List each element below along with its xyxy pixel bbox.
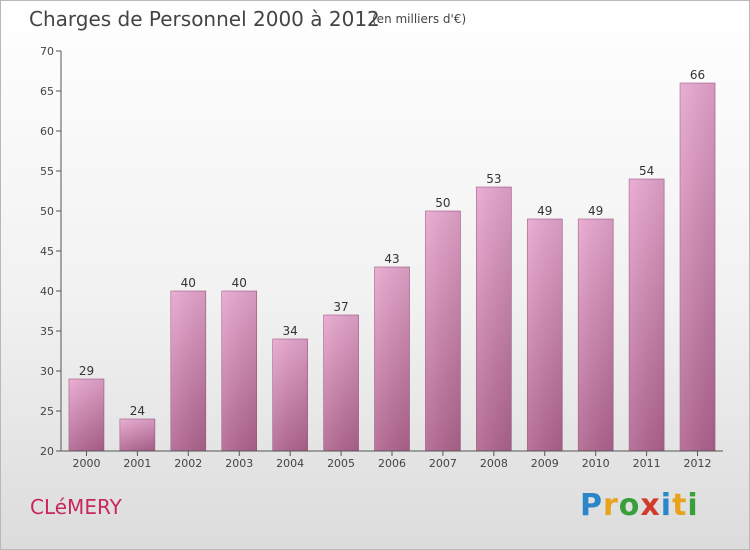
x-tick-label: 2012 [684,457,712,470]
bar-shade [527,219,563,451]
bar-shade [170,291,206,451]
chart-title: Charges de Personnel 2000 à 2012 [29,7,380,31]
bar-value-label: 34 [283,324,298,338]
x-tick-label: 2011 [633,457,661,470]
bar-value-label: 29 [79,364,94,378]
bar-shade [374,267,410,451]
bar-shade [119,419,155,451]
bar-value-label: 49 [537,204,552,218]
bar-value-label: 37 [333,300,348,314]
y-tick-label: 70 [40,45,54,58]
x-tick-label: 2004 [276,457,304,470]
logo-letter: x [640,488,661,523]
bar-shade [476,187,512,451]
bar-shade [680,83,716,451]
y-tick-label: 45 [40,245,54,258]
y-tick-label: 60 [40,125,54,138]
bar-shade [629,179,665,451]
y-tick-label: 40 [40,285,54,298]
x-tick-label: 2009 [531,457,559,470]
x-tick-label: 2005 [327,457,355,470]
bar-shade [221,291,257,451]
bar-value-label: 40 [181,276,196,290]
bar-value-label: 53 [486,172,501,186]
x-tick-label: 2010 [582,457,610,470]
town-name: CLéMERY [30,495,122,519]
bar-shade [425,211,461,451]
y-tick-label: 25 [40,405,54,418]
chart-subtitle: (en milliers d'€) [372,12,467,26]
y-tick-label: 35 [40,325,54,338]
logo-letter: i [687,488,699,523]
bar-shade [578,219,614,451]
x-tick-label: 2001 [123,457,151,470]
bar-value-label: 40 [232,276,247,290]
x-tick-label: 2000 [72,457,100,470]
x-tick-label: 2008 [480,457,508,470]
y-tick-label: 50 [40,205,54,218]
logo-letter: i [660,488,673,523]
logo-letter: r [603,488,619,523]
logo-letter: t [672,488,688,523]
x-tick-label: 2006 [378,457,406,470]
x-tick-label: 2007 [429,457,457,470]
x-tick-label: 2002 [174,457,202,470]
bar-value-label: 24 [130,404,145,418]
bar-shade [272,339,308,451]
x-tick-label: 2003 [225,457,253,470]
y-tick-label: 20 [40,445,54,458]
bar-value-label: 49 [588,204,603,218]
logo-letter: o [618,488,641,523]
bar-value-label: 50 [435,196,450,210]
y-tick-label: 55 [40,165,54,178]
bar-shade [68,379,104,451]
bar-value-label: 54 [639,164,654,178]
proxiti-logo: Proxiti [580,488,699,523]
bar-shade [323,315,359,451]
y-tick-label: 30 [40,365,54,378]
logo-letter: P [580,488,603,523]
bar-value-label: 66 [690,68,705,82]
y-tick-label: 65 [40,85,54,98]
bar-value-label: 43 [384,252,399,266]
